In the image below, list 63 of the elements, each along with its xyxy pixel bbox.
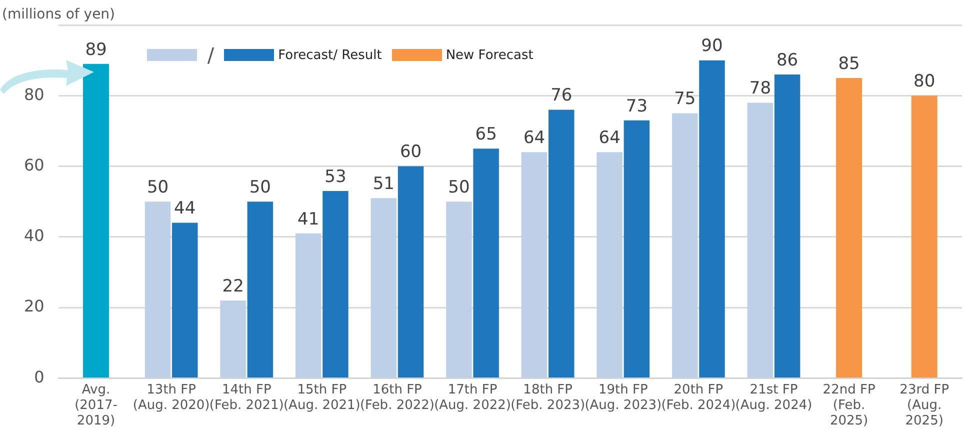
data-label: 64 [523, 128, 546, 148]
data-label: 80 [914, 72, 936, 92]
legend-label: New Forecast [446, 48, 534, 62]
data-label: 85 [838, 54, 860, 74]
data-label: 51 [372, 174, 394, 194]
x-tick-label: 23rd FP (Aug. 2025) [900, 382, 950, 429]
bar [699, 60, 725, 378]
data-label: 44 [174, 198, 196, 219]
bar [548, 110, 574, 378]
bar [247, 202, 274, 378]
x-tick-label: 21st FP (Aug. 2024) [735, 382, 812, 413]
data-label: 89 [85, 40, 107, 60]
data-label: 76 [550, 86, 572, 106]
data-label: 73 [626, 96, 648, 116]
data-label: 50 [249, 178, 271, 198]
bar [370, 198, 397, 378]
data-label: 90 [701, 36, 723, 56]
data-label: 53 [324, 166, 346, 187]
x-tick-label: 22nd FP (Feb. 2025) [822, 382, 876, 429]
y-tick-label: 60 [24, 155, 44, 174]
data-label: 41 [298, 209, 320, 230]
bar [446, 202, 472, 378]
x-tick-label: 16th FP (Feb. 2022) [360, 382, 434, 413]
y-axis-title: (millions of yen) [2, 6, 116, 23]
bar [295, 233, 322, 378]
x-tick-label: 19th FP (Aug. 2023) [584, 382, 662, 413]
x-tick-label: 15th FP (Aug. 2021) [283, 382, 360, 413]
bar [322, 191, 348, 378]
bar [144, 202, 171, 378]
bar [672, 113, 698, 378]
bar [596, 152, 622, 378]
y-tick-label: 20 [24, 296, 44, 316]
legend-label: Forecast/ Result [278, 48, 382, 62]
data-label: 78 [749, 78, 772, 99]
bar [911, 96, 938, 378]
x-tick-label: 17th FP (Aug. 2022) [434, 382, 511, 413]
data-label: 60 [400, 142, 422, 162]
bar [747, 102, 774, 378]
bar [836, 78, 862, 378]
bar [774, 74, 800, 378]
x-tick-label: 20th FP (Feb. 2024) [661, 382, 736, 413]
x-tick-label: 14th FP (Feb. 2021) [209, 382, 284, 413]
bar [473, 148, 499, 378]
bar [398, 166, 424, 378]
bar [624, 120, 650, 378]
bar [172, 222, 198, 378]
x-tick-label: 18th FP (Feb. 2023) [510, 382, 586, 413]
data-label: 50 [146, 178, 169, 198]
bar [83, 64, 110, 378]
y-tick-label: 80 [24, 84, 44, 104]
data-label: 75 [674, 89, 696, 110]
data-label: 86 [776, 50, 798, 70]
y-tick-label: 40 [24, 226, 44, 246]
data-label: 65 [475, 124, 497, 145]
data-label: 22 [222, 276, 244, 296]
data-label: 64 [598, 128, 620, 148]
x-tick-label: Avg. (2017-2019) [74, 382, 118, 429]
bar [521, 152, 548, 378]
data-label: 50 [448, 178, 470, 198]
annotation: / [207, 43, 214, 67]
x-tick-label: 13th FP (Aug. 2020) [132, 382, 210, 413]
y-tick-label: 0 [34, 367, 44, 386]
bar [220, 300, 246, 378]
